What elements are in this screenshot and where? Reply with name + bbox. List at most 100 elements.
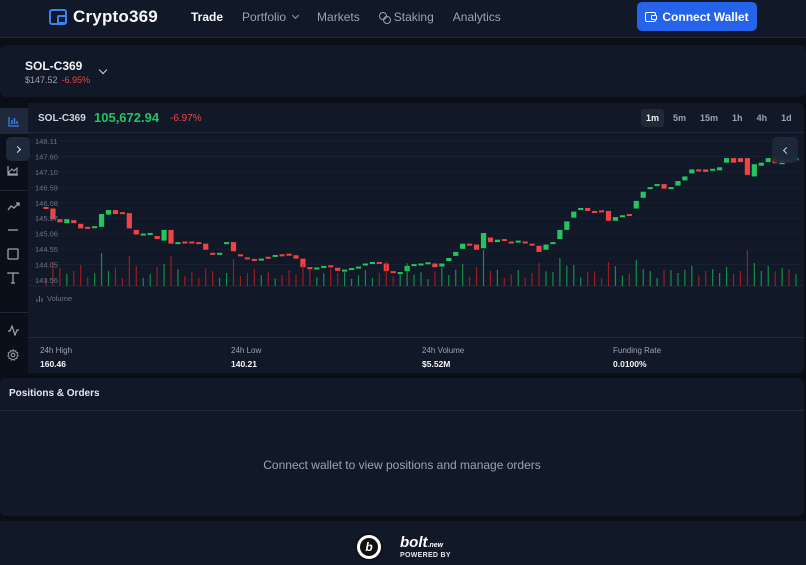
divider [0, 410, 804, 411]
candle [758, 162, 764, 166]
text-tool[interactable] [4, 269, 22, 287]
candle [175, 242, 181, 245]
candle [689, 169, 695, 174]
candle [265, 256, 271, 259]
candle [647, 187, 653, 190]
y-axis-tick: 144.05 [35, 261, 58, 270]
market-stats: 24h High 160.46 24h Low 140.21 24h Volum… [28, 337, 804, 373]
volume-bar [552, 272, 554, 286]
settings-tool[interactable] [4, 346, 22, 364]
volume-bar [59, 268, 61, 286]
y-axis-tick: 146.59 [35, 183, 58, 192]
collapse-panel-button[interactable] [772, 137, 798, 163]
toolbar-divider [0, 190, 28, 191]
settings-icon [7, 349, 19, 361]
candle [460, 243, 466, 249]
volume-bar [475, 267, 478, 286]
rectangle-icon [7, 248, 19, 260]
nav-analytics[interactable]: Analytics [453, 10, 501, 24]
candle [217, 252, 223, 255]
rectangle-tool[interactable] [4, 245, 22, 263]
timeframe-selector: 1m 5m 15m 1h 4h 1d [641, 109, 801, 127]
bolt-brand-suffix: .new [427, 542, 444, 549]
volume-bar [52, 262, 54, 286]
timeframe-1h[interactable]: 1h [732, 113, 743, 123]
volume-bar [628, 273, 630, 286]
horizontal-line-tool[interactable] [4, 221, 22, 239]
volume-bar [399, 273, 401, 286]
volume-bar [621, 275, 623, 286]
candlestick-tool[interactable] [0, 108, 28, 134]
candle [710, 168, 716, 171]
volume-bar [323, 273, 325, 286]
candle [703, 169, 709, 172]
y-axis-tick: 145.57 [35, 214, 58, 223]
bolt-badge-icon[interactable]: b [355, 533, 383, 561]
timeframe-15m[interactable]: 15m [700, 113, 719, 123]
volume-bar [517, 270, 519, 286]
candlestick-chart[interactable]: 148.11 147.60 147.10 146.59 146.08 145.57 145.… [28, 134, 804, 337]
candle [189, 241, 195, 244]
volume-bar [163, 264, 165, 286]
candle [751, 164, 757, 177]
pair-symbol[interactable]: SOL-C369 [25, 59, 83, 73]
nav-portfolio[interactable]: Portfolio [242, 10, 300, 24]
volume-bar [732, 274, 735, 286]
volume-bar [469, 276, 471, 286]
volume-bar [73, 271, 75, 286]
volume-bar [753, 263, 755, 286]
volume-bar [719, 273, 721, 286]
volume-bar [462, 264, 464, 286]
volume-bar [406, 263, 408, 286]
timeframe-1d[interactable]: 1d [781, 113, 792, 123]
candle [293, 255, 299, 259]
candle [744, 158, 750, 175]
candle [64, 219, 70, 224]
volume-legend: Volume [36, 294, 72, 303]
volume-bar [170, 256, 172, 286]
candle [300, 258, 306, 268]
candle [425, 262, 431, 265]
volume-bar [510, 274, 512, 286]
candle [314, 267, 320, 270]
connect-wallet-button[interactable]: Connect Wallet [637, 2, 757, 31]
volume-bar [767, 265, 769, 286]
candle [557, 229, 563, 240]
positions-orders-panel: Positions & Orders Connect wallet to vie… [0, 378, 804, 516]
area-chart-tool[interactable] [4, 161, 22, 179]
candle [501, 239, 507, 242]
volume-bar [559, 258, 561, 286]
nav-staking[interactable]: Staking [378, 10, 434, 24]
stat-24h-low: 24h Low 140.21 [231, 346, 261, 369]
candle [154, 236, 160, 240]
nav-trade[interactable]: Trade [191, 10, 223, 24]
stat-value: $5.52M [422, 359, 451, 369]
volume-bar [309, 269, 311, 286]
chart-panel: SOL-C369 105,672.94 -6.97% 1m 5m 15m 1h … [28, 103, 804, 373]
timeframe-1m[interactable]: 1m [641, 109, 665, 127]
candle [355, 266, 362, 269]
expand-toolbar-button[interactable] [6, 137, 30, 161]
candle [335, 267, 341, 271]
bolt-brand[interactable]: bolt.new [400, 534, 443, 551]
candle [585, 207, 591, 211]
candle [730, 158, 737, 163]
candle [230, 242, 237, 252]
volume-bar [670, 270, 672, 286]
volume-bar [545, 271, 547, 286]
volume-bar [205, 268, 207, 286]
candle [439, 263, 445, 267]
indicators-tool[interactable] [4, 321, 22, 339]
volume-label: Volume [47, 294, 73, 303]
nav-markets[interactable]: Markets [317, 10, 360, 24]
trend-line-icon [6, 201, 20, 210]
timeframe-5m[interactable]: 5m [673, 113, 687, 123]
logo[interactable]: Crypto369 [49, 7, 158, 27]
pair-dropdown-chevron-icon[interactable] [98, 65, 108, 75]
trend-line-tool[interactable] [4, 197, 22, 215]
volume-bar [455, 269, 457, 286]
volume-bar [691, 265, 693, 286]
volume-bar [795, 274, 797, 286]
candle [133, 229, 139, 235]
timeframe-4h[interactable]: 4h [756, 113, 768, 123]
